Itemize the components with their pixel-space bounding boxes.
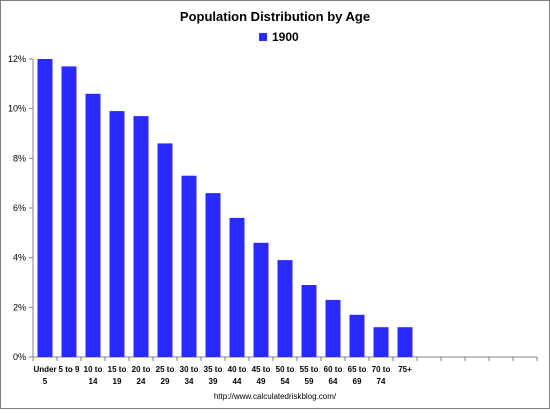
bar — [325, 299, 341, 357]
x-tick-label: 15 to — [108, 365, 127, 374]
y-axis-ticks: 0% 2% 4% 6% 8% 10% 12% — [8, 54, 33, 362]
x-tick-label: Under — [33, 365, 56, 374]
legend-label: 1900 — [272, 30, 299, 44]
x-tick-label: 74 — [377, 377, 386, 386]
x-tick-label: 5 — [43, 377, 48, 386]
x-tick-label: 54 — [281, 377, 290, 386]
x-axis-labels: Under 5 5 to 9 10 to 14 15 to 19 20 to 24 25 to 29… — [33, 365, 412, 386]
x-tick-label: 69 — [353, 377, 362, 386]
x-tick-label: 75+ — [398, 365, 412, 374]
x-tick-label: 45 to — [252, 365, 271, 374]
y-tick-label: 0% — [13, 352, 26, 362]
x-tick-label: 29 — [161, 377, 170, 386]
x-tick-label: 24 — [137, 377, 146, 386]
x-tick-label: 49 — [257, 377, 266, 386]
legend: 1900 — [259, 30, 299, 44]
x-tick-label: 39 — [209, 377, 218, 386]
x-tick-label: 59 — [305, 377, 314, 386]
x-tick-label: 5 to 9 — [59, 365, 80, 374]
x-tick-label: 70 to — [372, 365, 391, 374]
x-tick-label: 20 to — [132, 365, 151, 374]
chart-title: Population Distribution by Age — [180, 9, 370, 24]
x-tick-label: 64 — [329, 377, 338, 386]
x-tick-label: 65 to — [348, 365, 367, 374]
x-axis-ticks — [32, 357, 538, 361]
y-tick-label: 10% — [8, 104, 26, 114]
x-tick-label: 50 to — [276, 365, 295, 374]
bar — [133, 116, 149, 357]
y-tick-label: 8% — [13, 153, 26, 163]
x-tick-label: 25 to — [156, 365, 175, 374]
x-tick-label: 19 — [113, 377, 122, 386]
bar — [85, 93, 101, 358]
legend-swatch — [259, 33, 267, 41]
x-tick-label: 44 — [233, 377, 242, 386]
bar — [205, 193, 221, 357]
bars — [37, 59, 413, 358]
bar — [157, 143, 173, 357]
bar — [253, 242, 269, 357]
y-tick-label: 12% — [8, 54, 26, 64]
x-tick-label: 40 to — [228, 365, 247, 374]
x-tick-label: 14 — [89, 377, 98, 386]
y-tick-label: 4% — [13, 253, 26, 263]
bar — [61, 66, 77, 358]
bar — [277, 260, 293, 357]
x-tick-label: 10 to — [84, 365, 103, 374]
x-tick-label: 35 to — [204, 365, 223, 374]
bar — [109, 111, 125, 357]
x-tick-label: 30 to — [180, 365, 199, 374]
bar — [37, 59, 53, 357]
bar — [229, 217, 245, 357]
bar — [373, 327, 389, 357]
bar — [181, 175, 197, 357]
x-tick-label: 34 — [185, 377, 194, 386]
source-note: http://www.calculatedriskblog.com/ — [214, 392, 337, 401]
y-tick-label: 6% — [13, 203, 26, 213]
bar — [349, 314, 365, 357]
bar — [397, 327, 413, 357]
bar — [301, 285, 317, 357]
x-tick-label: 60 to — [324, 365, 343, 374]
x-tick-label: 55 to — [300, 365, 319, 374]
y-tick-label: 2% — [13, 302, 26, 312]
